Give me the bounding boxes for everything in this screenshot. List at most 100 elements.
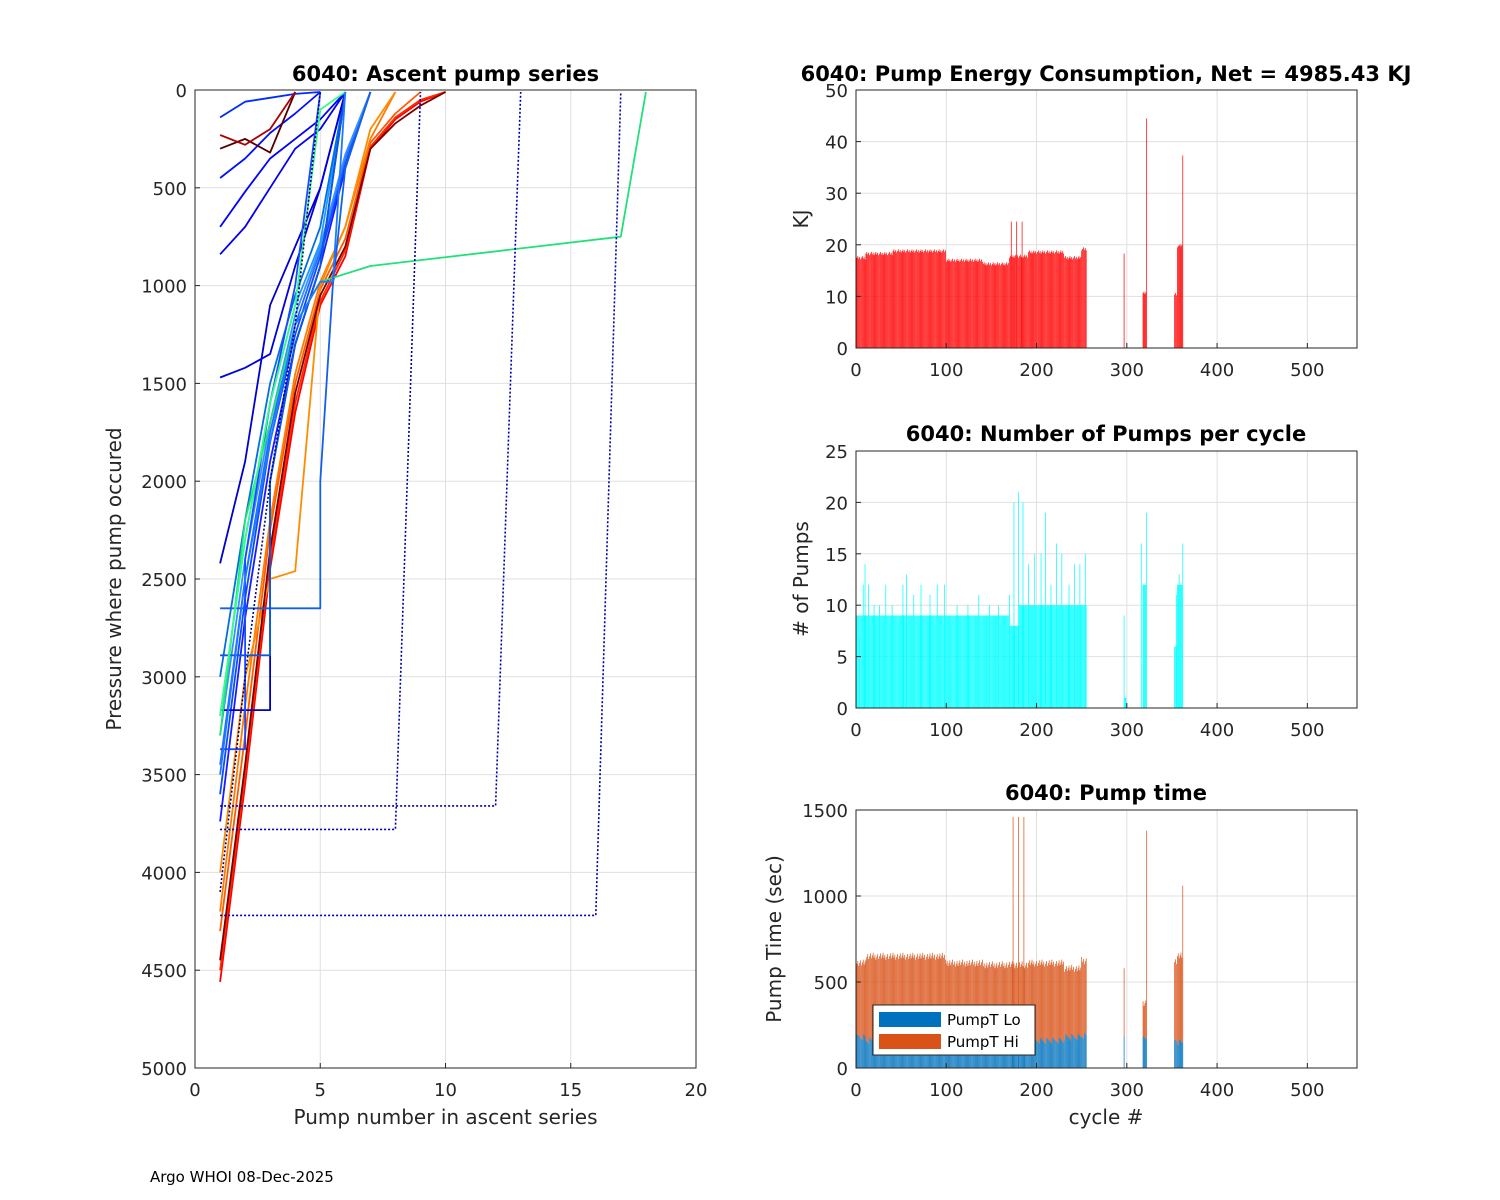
pumptime-lo-bar xyxy=(988,1045,990,1068)
y-tick-label: 3500 xyxy=(141,766,187,787)
ascent-series-line xyxy=(219,91,397,873)
pumps-bar xyxy=(888,615,889,708)
energy-bar xyxy=(1065,258,1067,348)
energy-bar xyxy=(1056,252,1058,348)
pumptime-hi-bar xyxy=(901,955,903,1039)
pumptime-hi-bar xyxy=(881,955,883,1038)
pumps-bar xyxy=(980,615,981,708)
energy-bar xyxy=(963,261,965,348)
energy-bar xyxy=(965,258,967,348)
pumptime-lo-bar xyxy=(1084,1032,1085,1068)
x-tick-label: 500 xyxy=(1290,1080,1324,1101)
pumps-bar xyxy=(881,615,883,708)
energy-bar xyxy=(945,261,947,348)
pumptime-hi-bar xyxy=(1010,964,1012,1043)
pumps-bar xyxy=(884,615,886,708)
pumptime-hi-bar xyxy=(900,958,902,1038)
energy-bar xyxy=(999,263,1000,348)
pumptime-hi-bar xyxy=(944,954,945,1044)
pumptime-lo-bar xyxy=(1069,1039,1071,1068)
pumptime-lo-bar xyxy=(1078,1034,1080,1068)
pumps-bar xyxy=(926,615,927,708)
energy-bar xyxy=(1022,257,1024,348)
energy-bar xyxy=(1071,256,1073,348)
pumps-bar xyxy=(861,615,863,708)
energy-bar xyxy=(954,259,955,348)
pumptime-hi-bar xyxy=(1053,961,1055,1039)
pumptime-hi-bar xyxy=(1145,1000,1147,1040)
pumps-bar xyxy=(1024,605,1026,708)
energy-bar xyxy=(987,263,989,348)
x-tick-label: 300 xyxy=(1110,1080,1144,1101)
pumptime-hi-bar xyxy=(991,964,992,1042)
pumptime-hi-bar xyxy=(933,957,934,1039)
y-tick-label: 0 xyxy=(837,699,848,720)
pumps-bar xyxy=(895,615,897,708)
pumps-bar xyxy=(1076,605,1078,708)
pumptime-lo-bar xyxy=(1146,1037,1148,1068)
pumptime-lo-bar xyxy=(986,1043,988,1068)
pumptime-hi-bar xyxy=(1034,966,1036,1039)
energy-bar xyxy=(1084,249,1085,348)
pumptime-lo-bar xyxy=(1085,1034,1087,1068)
pumptime-hi-bar xyxy=(910,958,912,1042)
pumptime-hi-bar xyxy=(913,957,915,1038)
pumptime-lo-bar xyxy=(1052,1037,1054,1068)
energy-bar xyxy=(904,250,906,348)
energy-bar xyxy=(1073,257,1074,348)
energy-bar xyxy=(1145,292,1147,348)
pumps-bar xyxy=(995,615,997,708)
pumps-bar xyxy=(1033,605,1035,708)
energy-bar xyxy=(1002,264,1004,348)
pumptime-lo-bar xyxy=(893,1043,895,1068)
pumptime-hi-bar xyxy=(989,962,990,1040)
x-tick-label: 300 xyxy=(1110,360,1144,381)
pumptime-hi-bar xyxy=(968,963,970,1045)
pumptime-lo-bar xyxy=(1032,1043,1034,1068)
pumps-bar xyxy=(975,615,977,708)
pumps-bar xyxy=(894,615,896,708)
pumptime-lo-bar xyxy=(1177,1044,1178,1068)
pumps-bar xyxy=(1071,605,1073,708)
energy-bar xyxy=(968,261,970,348)
pumps-bar xyxy=(898,615,899,708)
pumps-bar xyxy=(991,615,992,708)
pumptime-lo-bar xyxy=(994,1045,996,1068)
pumptime-hi-bar xyxy=(954,961,955,1043)
energy-consumption-chart: 0 100 200 300 400 500 0 10 20 30 40 50 6040: Pump E… xyxy=(789,62,1411,381)
energy-bar xyxy=(872,252,874,348)
energy-bar xyxy=(1040,253,1042,348)
pumptime-hi-bar xyxy=(871,955,873,1041)
pumptime-hi-bar xyxy=(895,959,897,1039)
pumptime-hi-bar xyxy=(859,963,860,1038)
pumps-bar xyxy=(1037,605,1039,708)
energy-bar xyxy=(894,251,896,348)
energy-bar xyxy=(995,265,997,348)
pumps-bar xyxy=(917,615,919,708)
pumptime-lo-bar xyxy=(956,1045,958,1068)
pumptime-hi-bar xyxy=(875,959,877,1038)
pumptime-lo-bar xyxy=(1065,1034,1067,1068)
pumptime-hi-bar xyxy=(865,959,867,1041)
pumptime-hi-bar xyxy=(889,953,891,1040)
pumptime-lo-bar xyxy=(1079,1036,1081,1068)
energy-bar xyxy=(908,250,910,348)
pumps-bar xyxy=(1041,605,1043,708)
pumptime-hi-bar xyxy=(911,955,913,1043)
energy-bar-spike xyxy=(1021,221,1023,348)
pumptime-hi-bar xyxy=(949,960,951,1045)
energy-bar xyxy=(861,257,862,348)
energy-bar xyxy=(939,251,941,348)
pumptime-lo-bar xyxy=(1036,1040,1037,1068)
pumps-bar xyxy=(1077,605,1079,708)
energy-bar xyxy=(880,254,882,348)
pumps-bar xyxy=(934,615,935,708)
pumps-bar-spike xyxy=(1056,543,1057,708)
pumptime-lo-bar xyxy=(859,1037,860,1068)
pumptime-lo-bar xyxy=(1000,1044,1001,1068)
pumps-bar xyxy=(977,615,979,708)
pumps-bar xyxy=(930,615,932,708)
pumptime-lo-bar xyxy=(1006,1044,1008,1068)
energy-bar xyxy=(869,255,870,348)
energy-bar xyxy=(936,252,938,348)
